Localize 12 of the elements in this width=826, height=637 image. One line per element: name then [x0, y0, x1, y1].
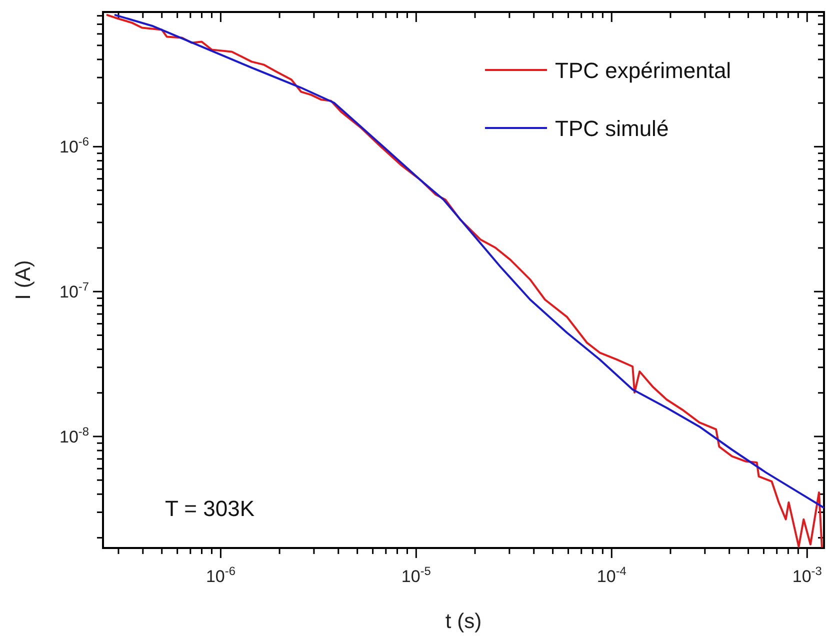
x-tick-label: 10$^{-3}$ — [792, 564, 822, 586]
legend-label: TPC simulé — [555, 116, 669, 141]
legend-label: TPC expérimental — [555, 58, 732, 83]
x-tick-label: 10$^{-6}$ — [206, 564, 236, 586]
x-tick-label: 10$^{-5}$ — [401, 564, 432, 586]
x-axis-title: t (s) — [445, 610, 482, 633]
y-tick-label: 10$^{-8}$ — [60, 424, 90, 446]
y-axis-title: I (A) — [12, 260, 35, 300]
annotation: T = 303K — [165, 496, 255, 521]
y-tick-label: 10$^{-7}$ — [60, 280, 90, 302]
y-tick-label: 10$^{-6}$ — [60, 134, 90, 157]
x-tick-label: 10$^{-4}$ — [596, 564, 627, 586]
